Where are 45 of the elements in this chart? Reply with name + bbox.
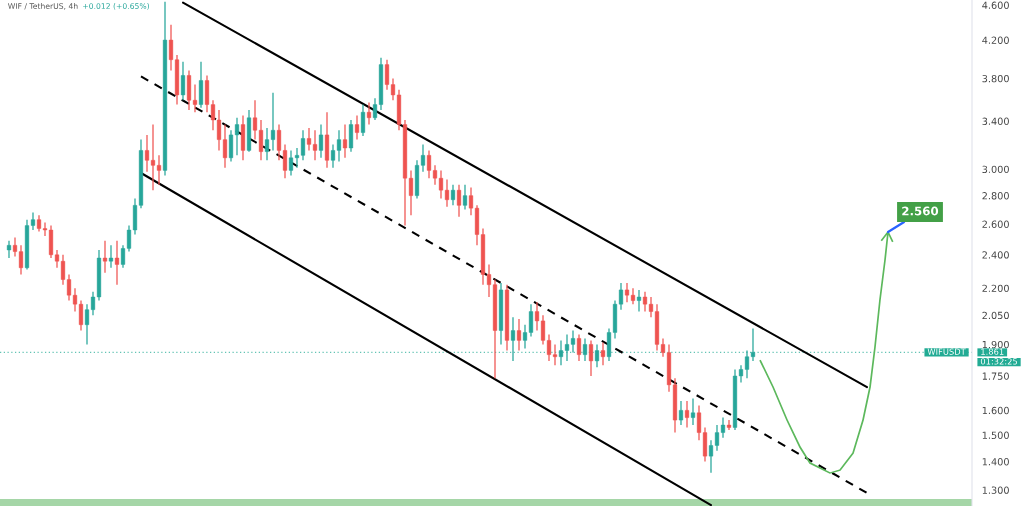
candlestick <box>366 101 372 126</box>
candlestick <box>636 289 642 313</box>
y-tick-label: 3.400 <box>982 117 1009 125</box>
candlestick <box>516 318 522 352</box>
candlestick <box>690 397 696 426</box>
y-tick-label: 1.500 <box>982 431 1009 439</box>
candlestick <box>600 341 606 366</box>
y-tick-label: 4.200 <box>982 36 1009 44</box>
candlestick <box>114 240 120 286</box>
candlestick <box>726 419 732 431</box>
candlestick <box>456 184 462 218</box>
candlestick <box>588 339 594 377</box>
candlestick <box>102 240 108 274</box>
candlestick <box>582 337 588 362</box>
candlestick <box>684 400 690 429</box>
ref-line-label: 1.861 <box>981 348 1004 355</box>
candlestick <box>348 119 354 153</box>
y-tick-label: 1.900 <box>982 340 1009 349</box>
y-tick-label: 2.050 <box>982 311 1009 320</box>
y-tick-label: 2.800 <box>982 192 1009 200</box>
candlestick <box>594 343 600 368</box>
candlestick <box>462 184 468 211</box>
y-tick-label: 2.600 <box>982 220 1009 228</box>
candlestick <box>360 103 366 137</box>
candlestick <box>678 400 684 426</box>
y-tick-label: 1.400 <box>982 458 1009 466</box>
candlestick <box>318 123 324 159</box>
annotation: WIFUSDT <box>927 348 966 355</box>
text: 01:32:25 <box>980 358 1018 365</box>
y-tick-label: 4.600 <box>982 1 1009 9</box>
candlestick <box>108 244 114 269</box>
y-tick-label: 2.400 <box>982 251 1009 259</box>
candlestick <box>180 61 186 101</box>
candlestick <box>450 184 456 206</box>
y-tick-label: 3.000 <box>982 165 1009 173</box>
y-tick-label: 2.200 <box>982 284 1009 292</box>
candlestick <box>6 240 12 259</box>
y-tick-label: 1.600 <box>982 406 1009 415</box>
y-tick-label: 3.800 <box>982 74 1009 83</box>
y-tick-label: 1.300 <box>982 486 1009 494</box>
candlestick <box>354 114 360 141</box>
y-tick-label: 1.750 <box>982 372 1009 380</box>
candlestick <box>576 333 582 362</box>
candlestick <box>342 123 348 159</box>
annotation: 2.560 <box>902 206 939 216</box>
